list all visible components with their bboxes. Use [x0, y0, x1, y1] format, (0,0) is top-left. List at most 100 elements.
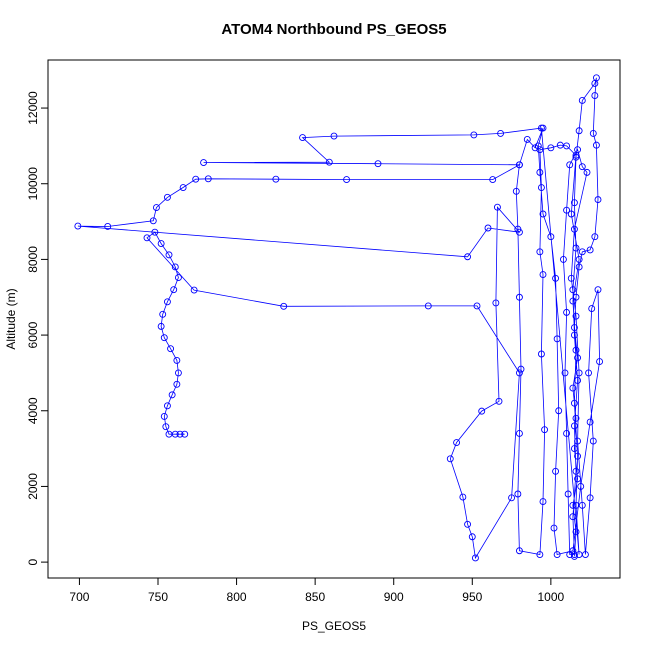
- y-tick-label: 4000: [26, 397, 40, 424]
- point: [163, 402, 171, 410]
- point: [176, 430, 184, 438]
- point: [572, 501, 580, 509]
- point: [594, 196, 602, 204]
- point: [536, 168, 544, 176]
- point: [575, 255, 583, 263]
- point: [583, 168, 591, 176]
- plot-frame: [47, 59, 621, 579]
- point: [517, 365, 525, 373]
- point: [200, 159, 208, 166]
- point: [574, 354, 582, 362]
- point: [574, 437, 582, 445]
- point: [163, 298, 171, 306]
- point: [515, 547, 523, 555]
- point: [569, 547, 577, 555]
- point: [553, 551, 561, 558]
- point: [585, 369, 593, 377]
- point: [151, 228, 159, 236]
- point: [586, 418, 594, 426]
- point: [493, 203, 501, 211]
- point: [424, 302, 432, 310]
- point: [570, 399, 578, 407]
- point: [572, 528, 580, 536]
- point: [537, 124, 545, 132]
- point: [572, 151, 580, 159]
- point: [489, 176, 497, 184]
- point: [492, 299, 500, 307]
- point: [74, 222, 82, 230]
- point: [167, 345, 175, 353]
- point: [550, 524, 558, 532]
- point: [179, 184, 187, 191]
- point: [157, 240, 165, 247]
- point: [588, 305, 596, 313]
- point: [464, 253, 472, 261]
- point: [594, 286, 602, 294]
- point: [567, 274, 575, 282]
- point: [343, 176, 351, 184]
- point: [192, 175, 200, 183]
- x-tick-label: 1000: [538, 590, 565, 604]
- point: [512, 187, 520, 195]
- point: [446, 455, 454, 463]
- point: [515, 430, 523, 437]
- point: [569, 297, 577, 305]
- point: [572, 346, 580, 354]
- point: [171, 430, 179, 438]
- point: [586, 246, 594, 254]
- point: [572, 414, 580, 422]
- point: [547, 233, 555, 241]
- point: [162, 423, 170, 431]
- point: [563, 430, 571, 437]
- point: [190, 286, 198, 294]
- point: [478, 407, 486, 415]
- point: [514, 490, 522, 498]
- point: [537, 350, 545, 358]
- point: [570, 551, 578, 558]
- y-tick-label: 10000: [26, 167, 40, 201]
- point: [569, 286, 577, 294]
- point: [575, 263, 583, 271]
- y-tick-label: 0: [26, 558, 40, 565]
- point: [174, 274, 182, 282]
- point: [280, 302, 288, 310]
- point: [552, 467, 560, 475]
- point: [149, 217, 157, 225]
- point: [578, 163, 586, 171]
- point: [470, 131, 478, 139]
- x-tick-label: 900: [384, 590, 404, 604]
- point: [539, 210, 547, 218]
- point: [515, 369, 523, 377]
- point: [541, 426, 549, 434]
- y-axis-label: Altitude (m): [4, 288, 18, 349]
- point: [589, 437, 597, 445]
- point: [575, 369, 583, 377]
- point: [143, 234, 151, 242]
- point: [578, 97, 586, 104]
- point: [539, 498, 547, 506]
- point: [570, 422, 578, 430]
- point: [171, 263, 179, 271]
- point: [168, 391, 176, 399]
- series-line: [77, 77, 601, 560]
- point: [572, 312, 580, 320]
- x-axis-label: PS_GEOS5: [302, 619, 366, 633]
- point: [159, 310, 167, 318]
- point: [563, 308, 571, 316]
- y-tick-label: 12000: [26, 91, 40, 125]
- point: [591, 233, 599, 241]
- point: [515, 228, 523, 236]
- point: [569, 501, 577, 509]
- point: [495, 397, 503, 405]
- point: [553, 335, 561, 343]
- point: [574, 475, 582, 483]
- point: [104, 223, 112, 230]
- point: [570, 199, 578, 207]
- point: [170, 286, 178, 294]
- x-tick-label: 850: [305, 590, 325, 604]
- point: [299, 134, 307, 142]
- x-tick-label: 950: [462, 590, 482, 604]
- point: [515, 161, 523, 169]
